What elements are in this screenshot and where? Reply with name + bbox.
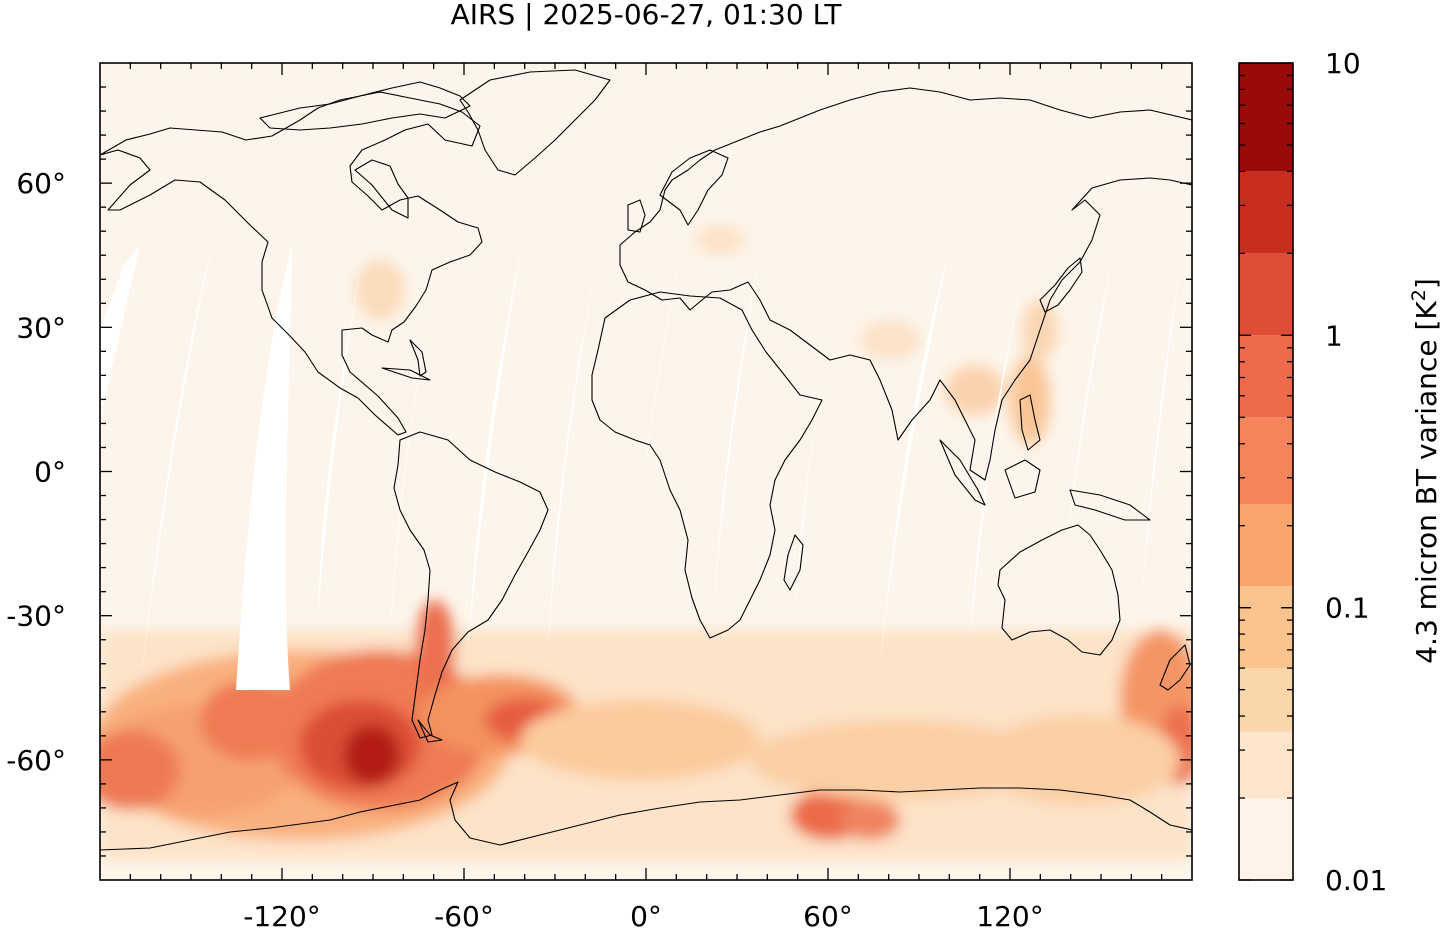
map-axes: -120° -60° 0° 60° 120° 60° 30° 0° -30° -60°	[6, 63, 1192, 933]
coastline-japan	[1039, 257, 1083, 313]
colorbar-frame	[1238, 62, 1294, 881]
data-layer	[100, 69, 1192, 860]
lon-tick-label: -120°	[243, 900, 321, 930]
lon-tick-label: 120°	[976, 900, 1043, 930]
coastline-south-america	[393, 431, 549, 739]
colorbar-band	[1239, 668, 1293, 732]
lat-tick-label: 0°	[34, 456, 66, 489]
coastline-north-america	[100, 91, 483, 436]
colorbar-band	[1239, 731, 1293, 799]
coastline-madagascar	[783, 534, 804, 591]
coastline-arctic-islands	[259, 81, 471, 131]
colorbar-band	[1239, 63, 1293, 172]
map-title: AIRS | 2025-06-27, 01:30 LT	[450, 0, 842, 31]
colorbar-tick-label: 1	[1325, 319, 1343, 352]
colorbar-tick-label: 0.01	[1325, 864, 1387, 897]
coastline-florida	[409, 339, 427, 377]
colorbar-tick-label: 0.1	[1325, 592, 1370, 625]
coastline-australia	[997, 524, 1121, 656]
lat-tick-label: -60°	[6, 744, 66, 777]
lat-tick-label: 30°	[16, 311, 66, 344]
coastline-scandinavia	[659, 149, 729, 226]
colorbar-tick-label: 10	[1325, 47, 1361, 80]
swath-gaps	[100, 245, 1180, 690]
coastline-greenland	[459, 69, 611, 176]
coastline-hudson-bay	[354, 159, 409, 219]
coastline-new-zealand	[1159, 644, 1191, 691]
lon-tick-label: -60°	[434, 900, 494, 930]
lat-tick-label: 60°	[16, 167, 66, 200]
coastline-antarctica	[100, 781, 1192, 851]
coastline-great-britain	[627, 199, 646, 233]
lon-tick-label: 60°	[803, 900, 853, 930]
colorbar-band	[1239, 417, 1293, 505]
colorbar: 10 1 0.1 0.01 4.3 micron BT variance [K2]	[1238, 47, 1442, 897]
coastline-borneo	[1004, 459, 1041, 499]
lat-tick-label: -30°	[6, 600, 66, 633]
colorbar-band	[1239, 171, 1293, 254]
colorbar-label: 4.3 micron BT variance [K2]	[1408, 278, 1442, 664]
lon-tick-label: 0°	[630, 900, 662, 930]
colorbar-band	[1239, 504, 1293, 587]
coastline-africa	[591, 291, 823, 639]
colorbar-band	[1239, 335, 1293, 418]
colorbar-band	[1239, 798, 1293, 880]
coastline-cuba	[381, 367, 431, 381]
coastline-tierra-del-fuego	[417, 719, 443, 743]
coastlines	[100, 69, 1192, 851]
coastline-sumatra	[939, 439, 986, 506]
colorbar-band	[1239, 586, 1293, 669]
colorbar-band	[1239, 253, 1293, 336]
coastline-new-guinea	[1069, 489, 1151, 521]
coastline-philippines	[1019, 394, 1041, 451]
coastline-eurasia	[619, 87, 1192, 481]
